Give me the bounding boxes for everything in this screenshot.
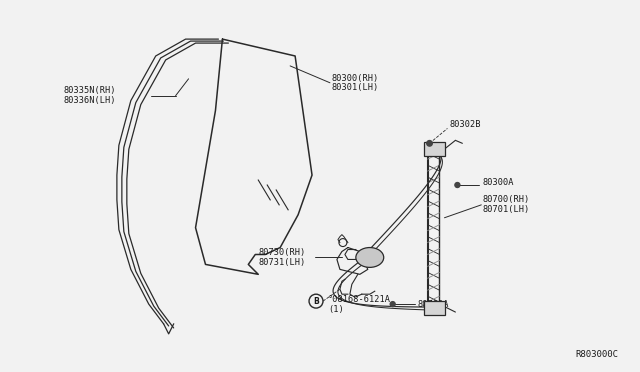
Text: 80700(RH): 80700(RH) <box>483 195 529 204</box>
Circle shape <box>455 183 460 187</box>
Text: 80300(RH): 80300(RH) <box>332 74 379 83</box>
Circle shape <box>390 302 395 307</box>
Text: 80730(RH): 80730(RH) <box>259 248 305 257</box>
Text: 80731(LH): 80731(LH) <box>259 258 305 267</box>
Text: 80336N(LH): 80336N(LH) <box>63 96 116 105</box>
Bar <box>424 142 445 156</box>
Text: 80300A: 80300A <box>483 177 514 186</box>
Bar <box>424 301 445 315</box>
Text: 80301(LH): 80301(LH) <box>332 83 379 92</box>
Text: °08168-6121A: °08168-6121A <box>328 295 391 304</box>
Circle shape <box>427 141 432 146</box>
Text: 80302B: 80302B <box>449 120 481 129</box>
Text: B: B <box>313 296 319 306</box>
Text: R803000C: R803000C <box>576 350 619 359</box>
Text: (1): (1) <box>328 305 344 314</box>
Text: 80700A: 80700A <box>417 299 449 309</box>
Text: 80335N(RH): 80335N(RH) <box>63 86 116 95</box>
Ellipse shape <box>356 247 384 267</box>
Text: 80701(LH): 80701(LH) <box>483 205 529 214</box>
